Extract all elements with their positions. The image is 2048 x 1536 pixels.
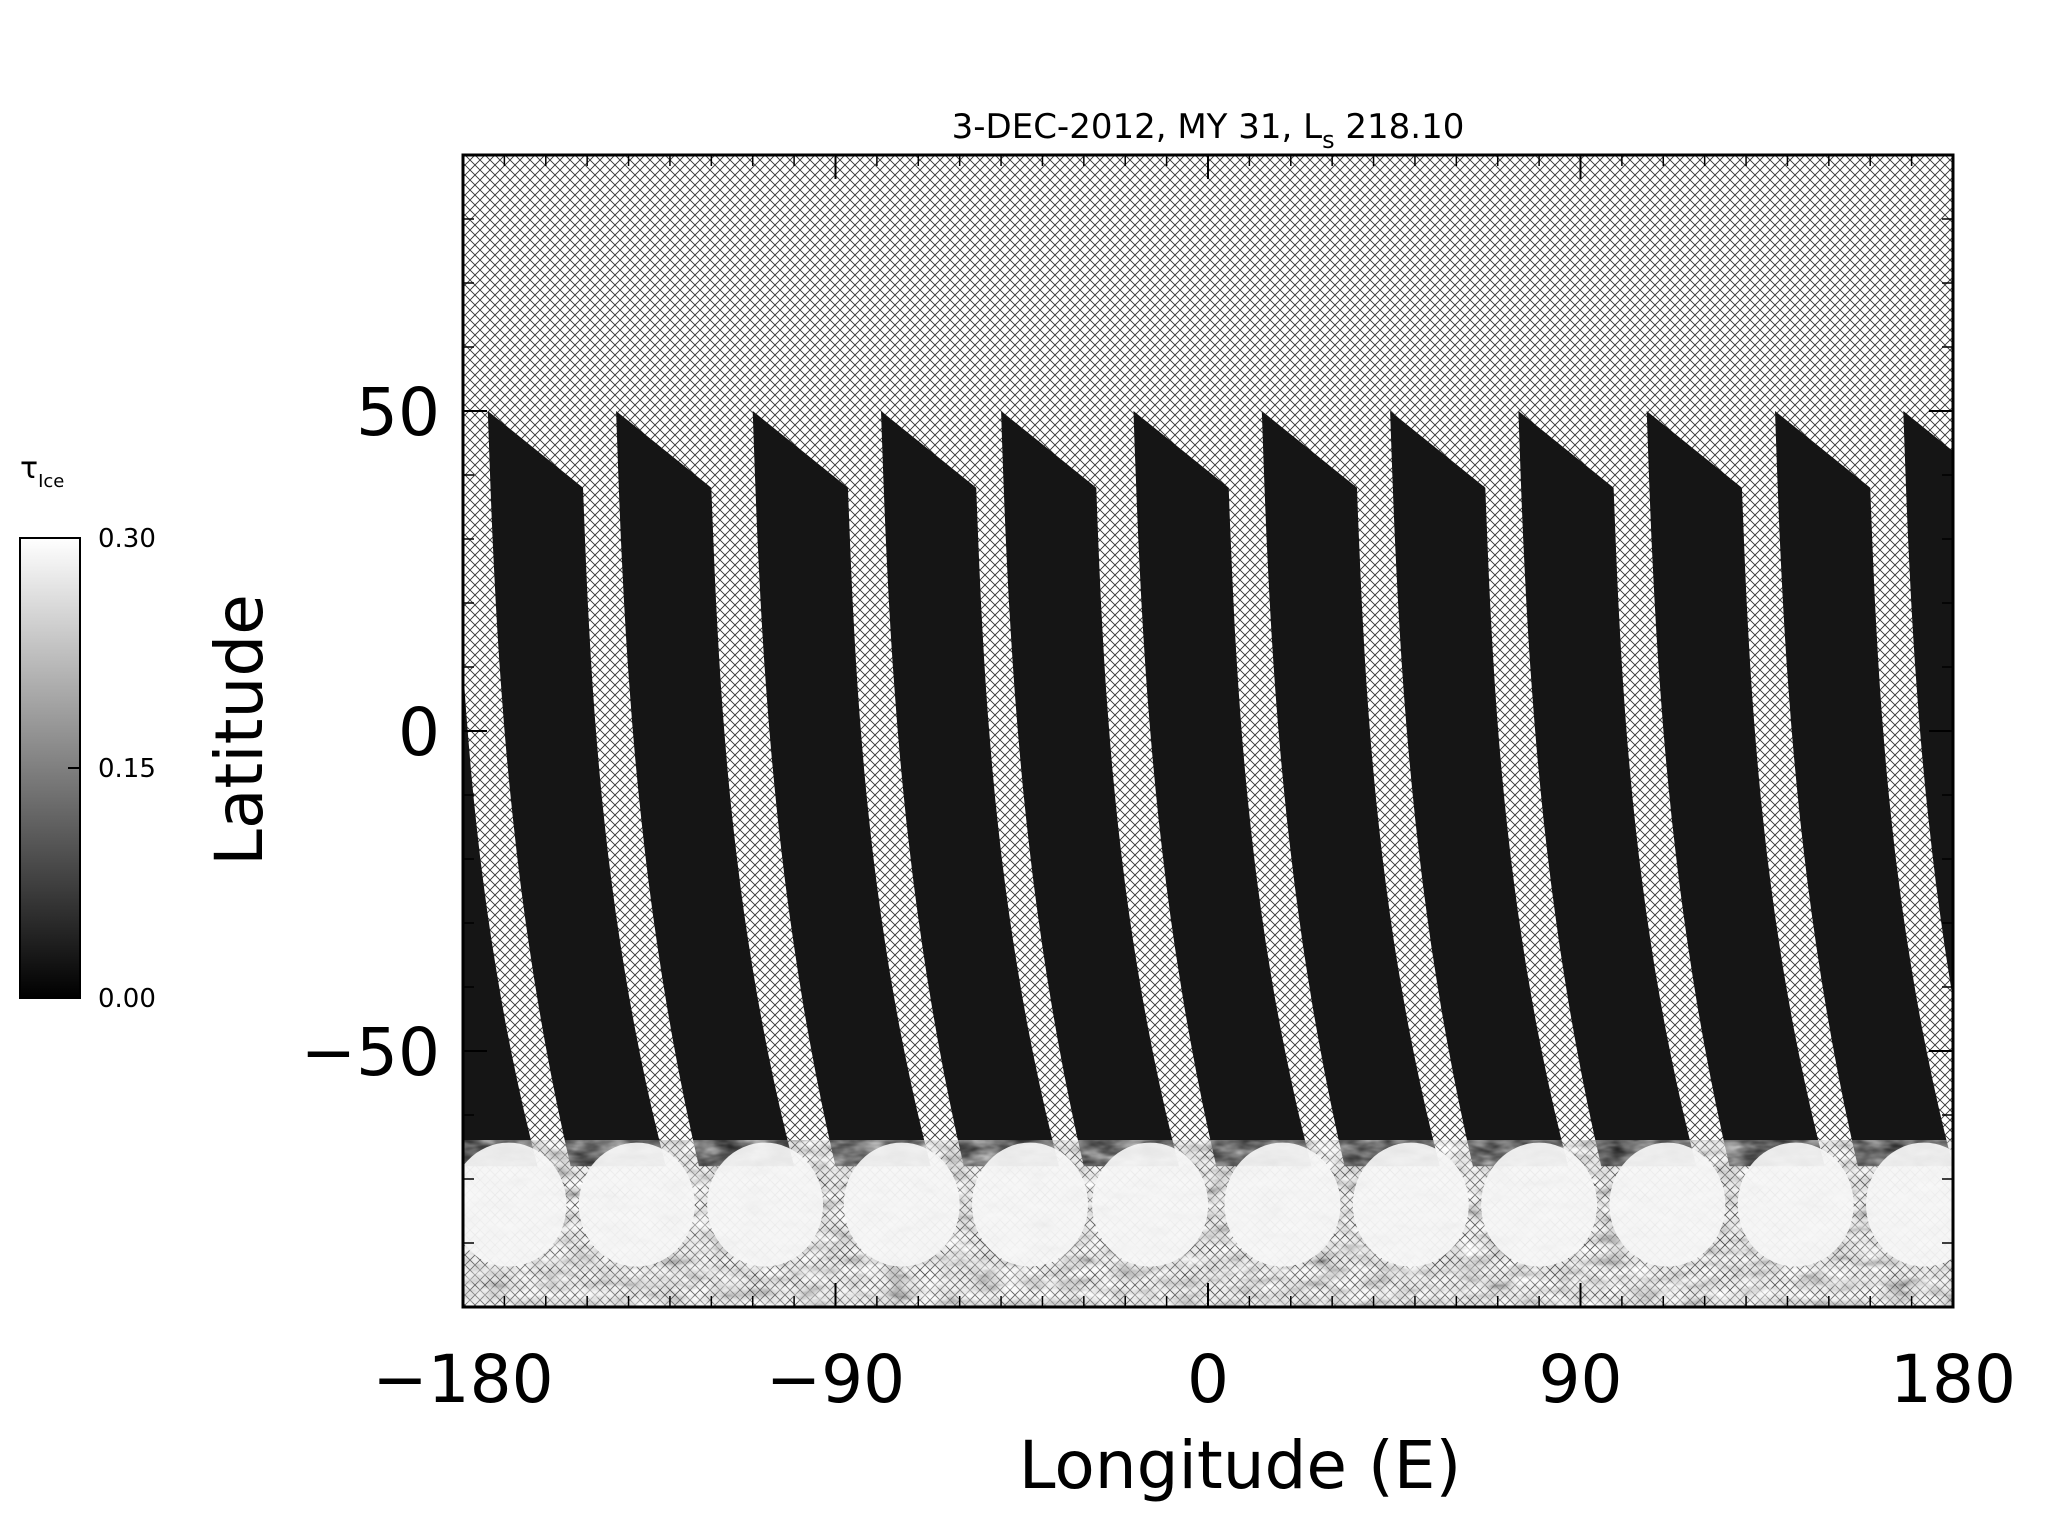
orbit-swath xyxy=(1775,411,1953,1167)
polar-cloud-blob xyxy=(1737,1142,1854,1267)
polar-cloud-blob xyxy=(578,1142,695,1267)
orbit-swath xyxy=(1133,411,1312,1167)
orbit-swath xyxy=(616,411,795,1167)
polar-cloud-blob xyxy=(1481,1142,1598,1267)
chart-title-suffix: 218.10 xyxy=(1335,107,1465,147)
x-tick-label: −180 xyxy=(372,1341,553,1418)
y-tick-label: −50 xyxy=(301,1014,440,1091)
plot-area xyxy=(463,155,1953,1307)
colorbar-tick-label: 0.00 xyxy=(98,984,156,1014)
colorbar-label-symbol: τ xyxy=(20,451,38,486)
orbit-swath xyxy=(1646,411,1825,1167)
x-tick-label: 180 xyxy=(1890,1341,2016,1418)
colorbar-tick-label: 0.30 xyxy=(98,524,156,554)
polar-cloud-blob xyxy=(1866,1142,1953,1267)
orbit-swaths xyxy=(463,411,1953,1167)
polar-cloud-blob xyxy=(1609,1142,1726,1267)
axis-ticks xyxy=(462,154,1954,1308)
colorbar-ticks xyxy=(68,537,80,999)
y-tick-label: 50 xyxy=(356,374,440,451)
orbit-swath xyxy=(487,411,666,1167)
polar-cloud-blob xyxy=(463,1142,567,1267)
chart-title-main: 3-DEC-2012, MY 31, L xyxy=(952,107,1323,147)
colorbar: τIce 0.30 0.15 0.00 xyxy=(19,451,156,1014)
polar-cloud-blob xyxy=(972,1142,1088,1267)
polar-cloud-blob xyxy=(1352,1142,1469,1267)
orbit-swath xyxy=(1390,411,1569,1167)
polar-cloud-blob xyxy=(707,1142,824,1267)
x-tick-label: 90 xyxy=(1539,1341,1623,1418)
colorbar-label: τIce xyxy=(20,451,64,492)
polar-cloud-blobs xyxy=(463,1142,1953,1267)
x-tick-label: −90 xyxy=(766,1341,905,1418)
polar-cloud-blob xyxy=(843,1142,960,1267)
orbit-swath xyxy=(752,411,931,1167)
orbit-swath xyxy=(881,411,1059,1167)
orbit-swath xyxy=(1001,411,1179,1167)
polar-cloud-blob xyxy=(1092,1142,1209,1267)
x-tick-labels: −180 −90 0 90 180 xyxy=(372,1341,2016,1418)
polar-cloud-blob xyxy=(1224,1142,1341,1267)
orbit-swath xyxy=(1261,411,1440,1167)
chart-title: 3-DEC-2012, MY 31, Ls 218.10 xyxy=(952,107,1465,154)
colorbar-tick-label: 0.15 xyxy=(98,754,156,784)
orbit-swath xyxy=(1518,411,1697,1167)
y-tick-label: 0 xyxy=(398,694,440,771)
x-axis-label: Longitude (E) xyxy=(1019,1427,1461,1504)
orbit-swath xyxy=(463,665,538,1167)
x-tick-label: 0 xyxy=(1187,1341,1229,1418)
orbit-swath xyxy=(1903,411,1953,1000)
y-axis-label: Latitude xyxy=(201,594,278,866)
chart-title-subscript: s xyxy=(1322,126,1335,154)
y-tick-labels: 50 0 −50 xyxy=(301,374,440,1091)
colorbar-label-subscript: Ice xyxy=(38,471,64,492)
